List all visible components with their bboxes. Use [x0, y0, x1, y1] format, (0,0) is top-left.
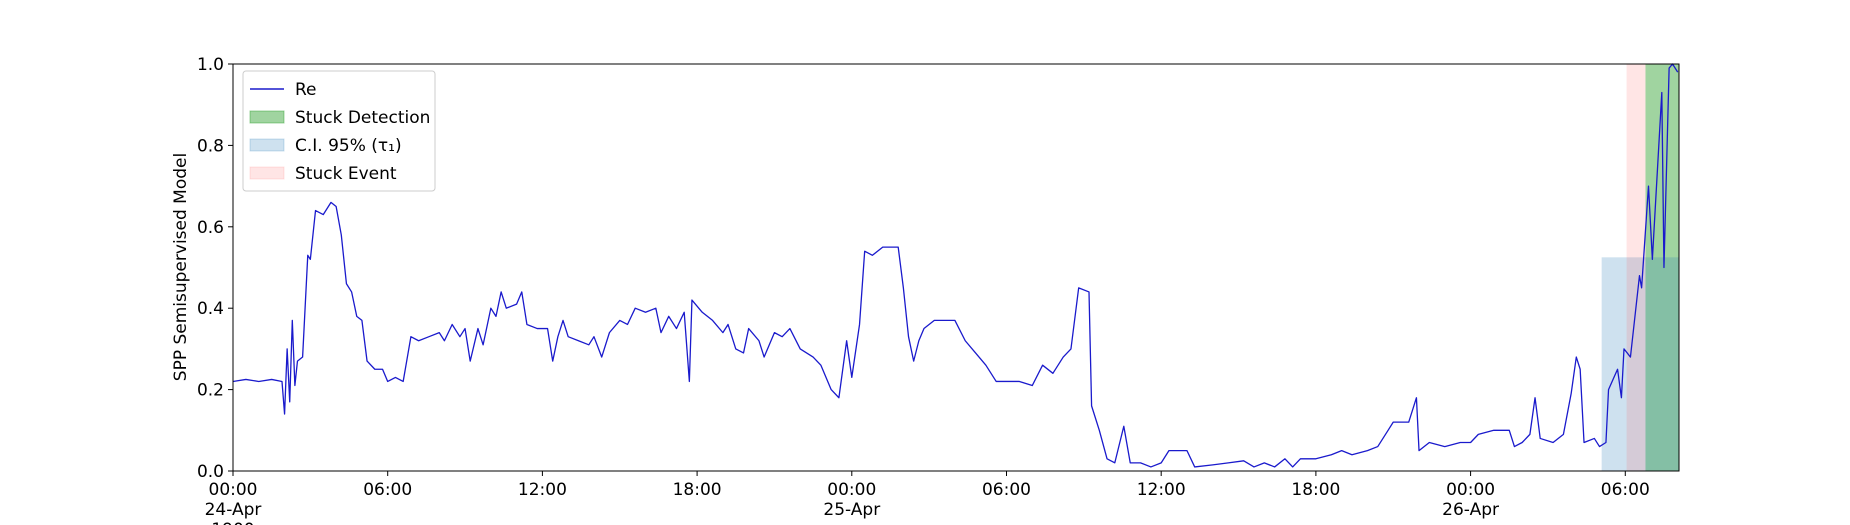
y-tick-label: 1.0 — [197, 55, 224, 75]
span — [1626, 64, 1646, 471]
x-tick-label: 06:00 — [363, 480, 412, 500]
legend-label: C.I. 95% (τ₁) — [295, 136, 402, 156]
plot-frame — [232, 63, 1680, 472]
x-tick-label: 18:00 — [673, 480, 722, 500]
legend-swatch — [249, 110, 285, 124]
y-tick-label: 0.2 — [197, 381, 224, 401]
x-tick-label: 12:00 — [1137, 480, 1186, 500]
legend: Re Stuck Detection C.I. 95% (τ₁) Stuck Even… — [242, 70, 436, 192]
x-tick-label: 00:00 25-Apr — [823, 480, 880, 520]
x-tick-label: 06:00 — [1601, 480, 1650, 500]
x-tick-label: 00:00 26-Apr — [1442, 480, 1499, 520]
y-axis-label: SPP Semisupervised Model — [171, 153, 191, 381]
legend-swatch — [249, 166, 285, 180]
legend-label: Stuck Event — [295, 164, 397, 184]
legend-swatch — [249, 138, 285, 152]
legend-label: Stuck Detection — [295, 108, 430, 128]
y-tick-label: 0.8 — [197, 136, 224, 156]
y-tick-label: 0.0 — [197, 462, 224, 482]
line-series — [232, 63, 1679, 468]
y-tick-label: 0.4 — [197, 299, 224, 319]
x-tick-label: 12:00 — [518, 480, 567, 500]
legend-frame — [242, 70, 436, 192]
x-tick-label: 18:00 — [1291, 480, 1340, 500]
y-tick-label: 0.6 — [197, 218, 224, 238]
span — [1601, 257, 1679, 471]
x-tick-label: 06:00 — [982, 480, 1031, 500]
legend-label: Re — [295, 80, 317, 100]
